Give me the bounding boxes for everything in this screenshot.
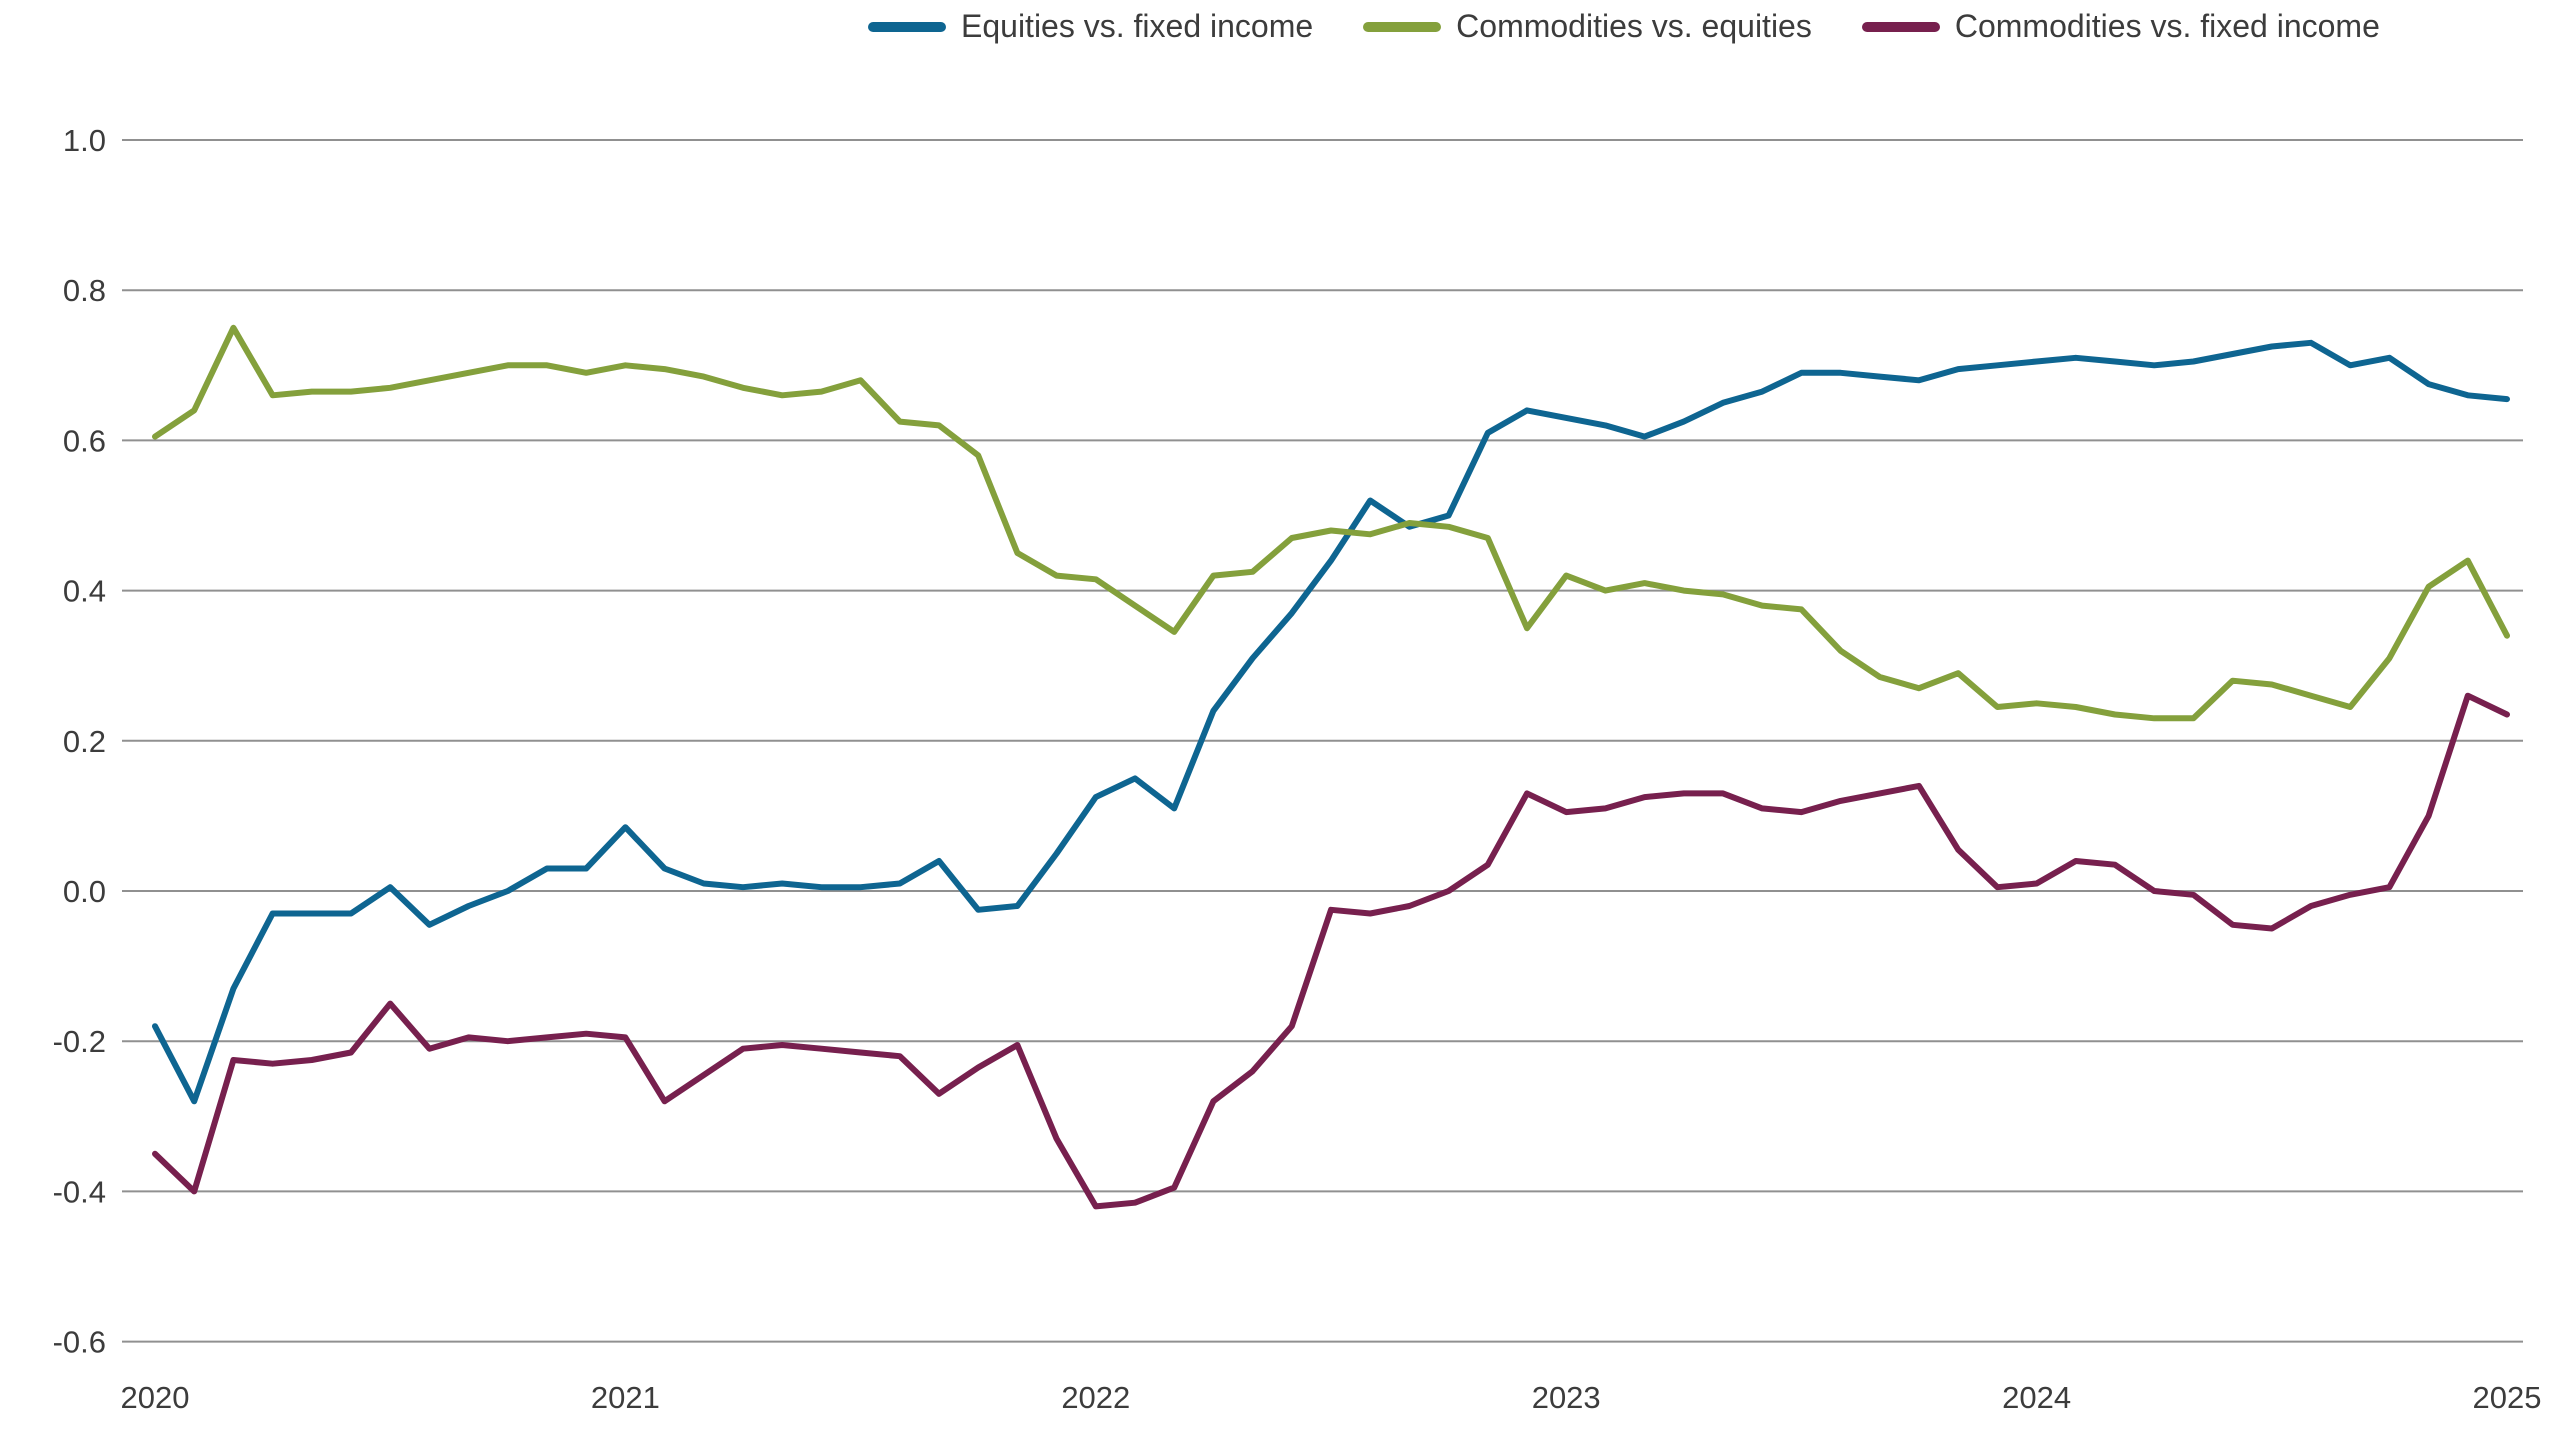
series-line-equities-vs-fixed-income [152,339,2510,1105]
legend-label: Commodities vs. fixed income [1954,8,2380,44]
legend-swatch-maroon [1861,21,1940,32]
y-axis-tick-label: 0.8 [63,273,106,308]
x-axis-tick-label: 2020 [121,1380,190,1415]
legend-label: Equities vs. fixed income [961,8,1314,44]
chart-legend: Equities vs. fixed income Commodities vs… [868,8,2380,45]
y-axis-tick-label: -0.6 [53,1325,106,1360]
y-axis-tick-label: 0.2 [63,724,106,759]
legend-item-commodities-vs-fixed-income: Commodities vs. fixed income [1861,8,2380,45]
legend-swatch-blue [868,21,946,32]
series-line-commodities-vs-equities [152,324,2510,722]
x-axis-tick-label: 2021 [591,1380,660,1415]
legend-item-equities-vs-fixed-income: Equities vs. fixed income [868,8,1313,45]
y-axis-tick-label: 0.4 [63,574,106,609]
y-axis-tick-label: 1.0 [63,123,106,158]
legend-item-commodities-vs-equities: Commodities vs. equities [1363,8,1812,45]
y-axis-tick-label: -0.2 [53,1024,106,1059]
legend-swatch-green [1363,21,1442,32]
x-axis-tick-label: 2025 [2473,1380,2542,1415]
series-line-commodities-vs-fixed-income [152,692,2510,1210]
y-axis-tick-label: 0.6 [63,423,106,458]
legend-label: Commodities vs. equities [1456,8,1812,44]
x-axis-tick-label: 2024 [2002,1380,2071,1415]
x-axis-tick-label: 2023 [1532,1380,1601,1415]
x-axis-tick-label: 2022 [1061,1380,1130,1415]
y-axis-tick-label: 0.0 [63,874,106,909]
y-axis-tick-label: -0.4 [53,1174,106,1209]
